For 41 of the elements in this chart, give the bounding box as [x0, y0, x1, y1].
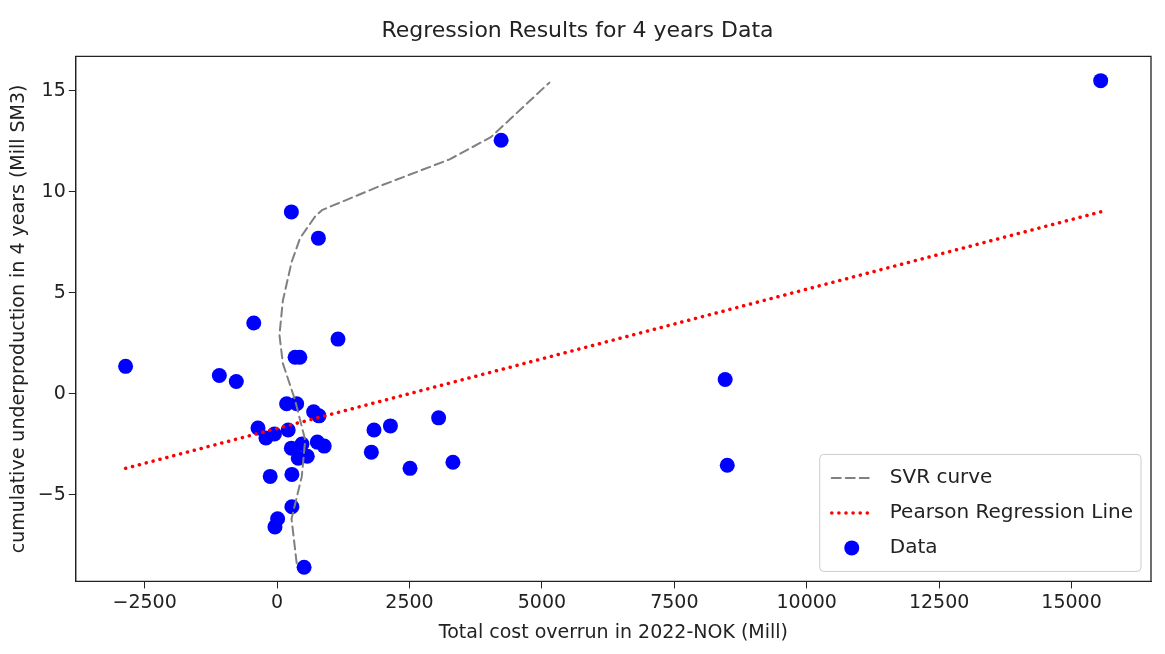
legend-label: SVR curve: [889, 464, 993, 489]
point: [493, 132, 509, 148]
x-tick-label: 15000: [1041, 589, 1102, 612]
point: [310, 230, 326, 246]
chart-title: Regression Results for 4 years Data: [381, 16, 774, 42]
point: [330, 331, 346, 347]
point: [246, 315, 262, 331]
y-tick-label: −5: [37, 481, 66, 504]
point: [262, 468, 278, 484]
point: [316, 438, 332, 454]
y-tick-label: 0: [53, 380, 66, 403]
point: [283, 204, 299, 220]
point: [719, 457, 735, 473]
point: [118, 358, 134, 374]
point: [431, 410, 447, 426]
y-tick-label: 10: [41, 178, 66, 201]
legend-label: Pearson Regression Line: [889, 499, 1134, 524]
x-axis-title: Total cost overrun in 2022-NOK (Mill): [437, 619, 788, 642]
point: [382, 418, 398, 434]
point: [284, 466, 300, 482]
x-tick-label: 2500: [385, 589, 434, 612]
point: [402, 460, 418, 476]
point: [296, 559, 312, 575]
y-tick-label: 15: [41, 77, 66, 100]
x-tick-label: 10000: [776, 589, 837, 612]
x-tick-label: 0: [271, 589, 284, 612]
point: [1093, 73, 1109, 89]
point: [211, 367, 227, 383]
x-tick-label: 7500: [650, 589, 699, 612]
point: [363, 444, 379, 460]
x-tick-label: 12500: [908, 589, 970, 612]
point: [228, 374, 244, 389]
point: [445, 454, 461, 470]
y-axis-title: cumulative underproduction in 4 years (Mill SM3): [6, 84, 29, 554]
y-tick-label: 5: [53, 279, 66, 302]
point: [267, 519, 283, 535]
legend-label: Data: [889, 534, 938, 559]
x-tick-label: −2500: [112, 589, 177, 612]
point: [366, 422, 382, 438]
x-tick-label: 5000: [517, 589, 567, 612]
point: [717, 371, 733, 387]
